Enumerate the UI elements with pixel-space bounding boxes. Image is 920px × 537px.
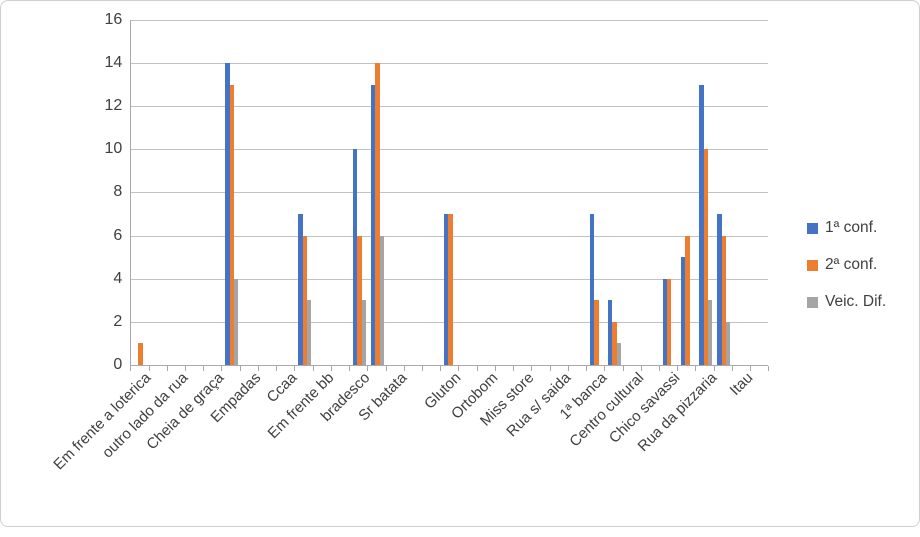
x-axis-tick (713, 366, 715, 371)
x-axis-tick (513, 366, 515, 371)
x-axis-tick (440, 366, 442, 371)
y-axis-tick-label: 12 (104, 97, 123, 115)
bar-VeicDif-slot13[interactable] (379, 235, 385, 365)
x-axis-tick (531, 366, 533, 371)
bar-2conf-slot12[interactable] (357, 235, 362, 365)
y-axis-tick-label: 4 (113, 269, 123, 287)
x-axis-tick (494, 366, 496, 371)
gridline (130, 63, 769, 65)
x-axis-tick (166, 366, 168, 371)
bar-2conf-slot32[interactable] (721, 235, 727, 365)
bar-VeicDif-slot5[interactable] (233, 278, 239, 365)
bar-1conf-slot30[interactable] (680, 257, 686, 365)
x-axis-tick (349, 366, 351, 371)
legend-item-serie3[interactable]: Veic. Dif. (807, 293, 887, 310)
y-axis-tick-label: 16 (104, 10, 123, 28)
legend-item-serie2[interactable]: 2ª conf. (807, 256, 878, 273)
x-axis-tick (622, 366, 624, 371)
legend-swatch-blue (807, 222, 818, 234)
legend-label: Veic. Dif. (825, 293, 887, 310)
bar-1conf-slot31[interactable] (699, 84, 704, 365)
x-axis-tick (239, 366, 241, 371)
bar-2conf-slot30[interactable] (685, 235, 690, 365)
x-axis-tick (695, 366, 697, 371)
x-axis-tick (586, 366, 588, 371)
y-axis-line (130, 19, 132, 365)
y-axis-tick-label: 2 (113, 312, 123, 330)
legend-swatch-gray (807, 296, 818, 308)
x-axis-tick (203, 366, 205, 371)
x-axis-tick (658, 366, 660, 371)
plot-area: 0 2 4 6 8 10 12 14 16 Em frente a loterica outro l… (1, 1, 919, 526)
x-axis-tick (367, 366, 369, 371)
bar-2conf-slot0[interactable] (138, 343, 143, 365)
x-axis-tick (567, 366, 569, 371)
x-axis-tick (458, 366, 460, 371)
bar-1conf-slot25[interactable] (589, 214, 595, 365)
x-axis-tick (385, 366, 387, 371)
legend-label: 2ª conf. (825, 256, 878, 273)
legend-item-serie1[interactable]: 1ª conf. (807, 219, 878, 236)
bar-2conf-slot25[interactable] (594, 300, 599, 365)
x-axis-tick (750, 366, 752, 371)
bar-VeicDif-slot32[interactable] (726, 321, 731, 365)
bar-VeicDif-slot26[interactable] (616, 343, 622, 365)
bar-2conf-slot9[interactable] (302, 235, 307, 365)
bar-VeicDif-slot31[interactable] (707, 300, 713, 365)
x-axis-tick (294, 366, 296, 371)
x-axis-tick (677, 366, 679, 371)
x-axis-tick (221, 366, 223, 371)
bar-1conf-slot13[interactable] (371, 84, 376, 365)
y-axis-tick-label: 8 (113, 183, 123, 201)
bar-2conf-slot5[interactable] (229, 84, 234, 365)
x-axis-tick (731, 366, 733, 371)
bar-1conf-slot32[interactable] (717, 214, 722, 365)
bar-1conf-slot17[interactable] (444, 214, 449, 365)
bar-1conf-slot29[interactable] (662, 278, 668, 365)
bar-1conf-slot12[interactable] (352, 149, 358, 365)
bar-1conf-slot5[interactable] (225, 63, 230, 365)
x-axis-tick (421, 366, 423, 371)
gridline (130, 149, 769, 151)
bar-1conf-slot9[interactable] (298, 214, 303, 365)
x-axis-tick (604, 366, 606, 371)
bar-VeicDif-slot12[interactable] (361, 300, 366, 365)
x-axis-tick (148, 366, 150, 371)
bar-VeicDif-slot9[interactable] (306, 300, 312, 365)
x-axis-line (130, 365, 769, 367)
bar-2conf-slot17[interactable] (448, 214, 453, 365)
y-axis-tick-label: 14 (104, 54, 123, 72)
y-axis-tick-label: 10 (104, 140, 123, 158)
x-axis-tick (403, 366, 405, 371)
bar-2conf-slot26[interactable] (612, 321, 617, 365)
gridline (130, 106, 769, 108)
x-axis-tick (184, 366, 186, 371)
x-axis-tick (330, 366, 332, 371)
x-axis-tick (257, 366, 259, 371)
bar-2conf-slot31[interactable] (703, 149, 708, 365)
legend-label: 1ª conf. (825, 219, 878, 236)
x-axis-tick (312, 366, 314, 371)
x-axis-tick (640, 366, 642, 371)
x-axis-tick (768, 366, 770, 371)
x-axis-tick (130, 366, 132, 371)
bar-2conf-slot13[interactable] (375, 63, 380, 365)
bar-1conf-slot26[interactable] (608, 300, 613, 365)
x-axis-tick (276, 366, 278, 371)
legend-swatch-orange (807, 259, 818, 271)
gridline (130, 192, 769, 194)
bar-2conf-slot29[interactable] (667, 278, 672, 365)
x-axis-tick (549, 366, 551, 371)
y-axis-tick-label: 6 (113, 226, 123, 244)
x-axis-tick (476, 366, 478, 371)
gridline (130, 19, 769, 21)
y-axis-tick-label: 0 (113, 356, 123, 373)
